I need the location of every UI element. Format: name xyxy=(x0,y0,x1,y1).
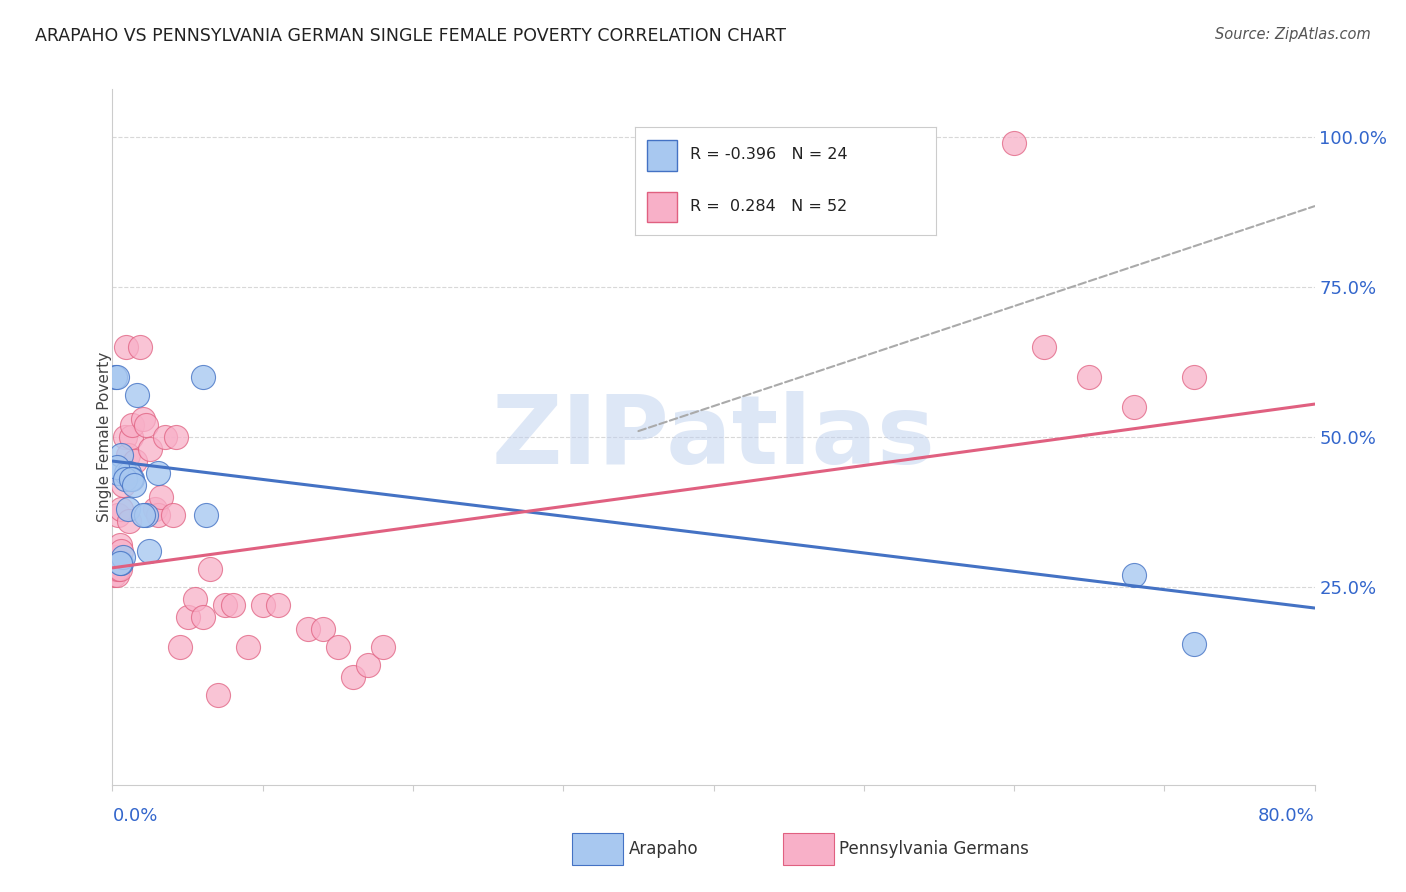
Point xyxy=(1123,400,1146,414)
Point xyxy=(184,592,207,607)
Point xyxy=(110,502,132,516)
Point xyxy=(165,430,187,444)
Text: 0.0%: 0.0% xyxy=(112,807,157,825)
Point xyxy=(105,568,128,582)
Point xyxy=(176,610,198,624)
Point xyxy=(118,514,141,528)
Point xyxy=(1123,568,1146,582)
Point xyxy=(1184,637,1206,651)
Point xyxy=(120,472,142,486)
Point xyxy=(236,640,259,654)
Point xyxy=(115,340,138,354)
Point xyxy=(117,448,139,462)
Point xyxy=(115,466,138,480)
Point xyxy=(138,544,160,558)
Point xyxy=(107,508,129,522)
Point xyxy=(124,454,146,468)
Bar xyxy=(647,192,678,222)
Point xyxy=(135,508,157,522)
Point xyxy=(146,508,169,522)
Text: Pennsylvania Germans: Pennsylvania Germans xyxy=(839,840,1029,858)
Y-axis label: Single Female Poverty: Single Female Poverty xyxy=(97,352,111,522)
Point xyxy=(108,562,131,576)
Point xyxy=(108,538,131,552)
Point xyxy=(108,556,131,570)
Point xyxy=(191,610,214,624)
Point xyxy=(121,472,143,486)
Point xyxy=(107,562,129,576)
Point xyxy=(214,598,236,612)
Text: 80.0%: 80.0% xyxy=(1258,807,1315,825)
Point xyxy=(162,508,184,522)
Point xyxy=(149,490,172,504)
Text: ARAPAHO VS PENNSYLVANIA GERMAN SINGLE FEMALE POVERTY CORRELATION CHART: ARAPAHO VS PENNSYLVANIA GERMAN SINGLE FE… xyxy=(35,27,786,45)
Point xyxy=(114,472,136,486)
Text: ZIPatlas: ZIPatlas xyxy=(492,391,935,483)
Point xyxy=(114,430,136,444)
Point xyxy=(104,556,127,570)
Point xyxy=(111,549,134,564)
Point xyxy=(146,466,169,480)
Point xyxy=(104,370,127,384)
Point xyxy=(326,640,349,654)
Point xyxy=(128,340,150,354)
Point xyxy=(131,508,153,522)
Point xyxy=(131,412,153,426)
Point xyxy=(105,460,128,475)
Point xyxy=(121,418,143,433)
Point xyxy=(198,562,221,576)
Point xyxy=(342,670,364,684)
Point xyxy=(103,568,125,582)
Text: R = -0.396   N = 24: R = -0.396 N = 24 xyxy=(689,147,848,162)
Point xyxy=(111,478,134,492)
Point xyxy=(103,549,125,564)
Text: Arapaho: Arapaho xyxy=(628,840,699,858)
Point xyxy=(105,549,128,564)
Point xyxy=(139,442,162,456)
Point xyxy=(122,478,145,492)
Point xyxy=(153,430,176,444)
Point xyxy=(267,598,290,612)
Point xyxy=(110,556,132,570)
Point xyxy=(107,466,129,480)
Point xyxy=(312,622,335,636)
Point xyxy=(118,466,141,480)
Point xyxy=(222,598,245,612)
Point xyxy=(125,388,148,402)
Point xyxy=(110,544,132,558)
Point xyxy=(207,688,229,702)
Point xyxy=(135,418,157,433)
Point xyxy=(1078,370,1101,384)
Point xyxy=(1002,136,1025,151)
Text: R =  0.284   N = 52: R = 0.284 N = 52 xyxy=(689,199,846,214)
Point xyxy=(120,430,142,444)
Point xyxy=(169,640,191,654)
Point xyxy=(297,622,319,636)
Point xyxy=(1184,370,1206,384)
Text: Source: ZipAtlas.com: Source: ZipAtlas.com xyxy=(1215,27,1371,42)
Point xyxy=(252,598,274,612)
Point xyxy=(371,640,394,654)
Point xyxy=(191,370,214,384)
Point xyxy=(357,658,380,673)
Point xyxy=(117,502,139,516)
Bar xyxy=(647,140,678,170)
Point xyxy=(104,562,127,576)
Point xyxy=(143,502,166,516)
Point xyxy=(110,448,132,462)
Point xyxy=(105,370,128,384)
Point xyxy=(1033,340,1056,354)
Point xyxy=(194,508,217,522)
